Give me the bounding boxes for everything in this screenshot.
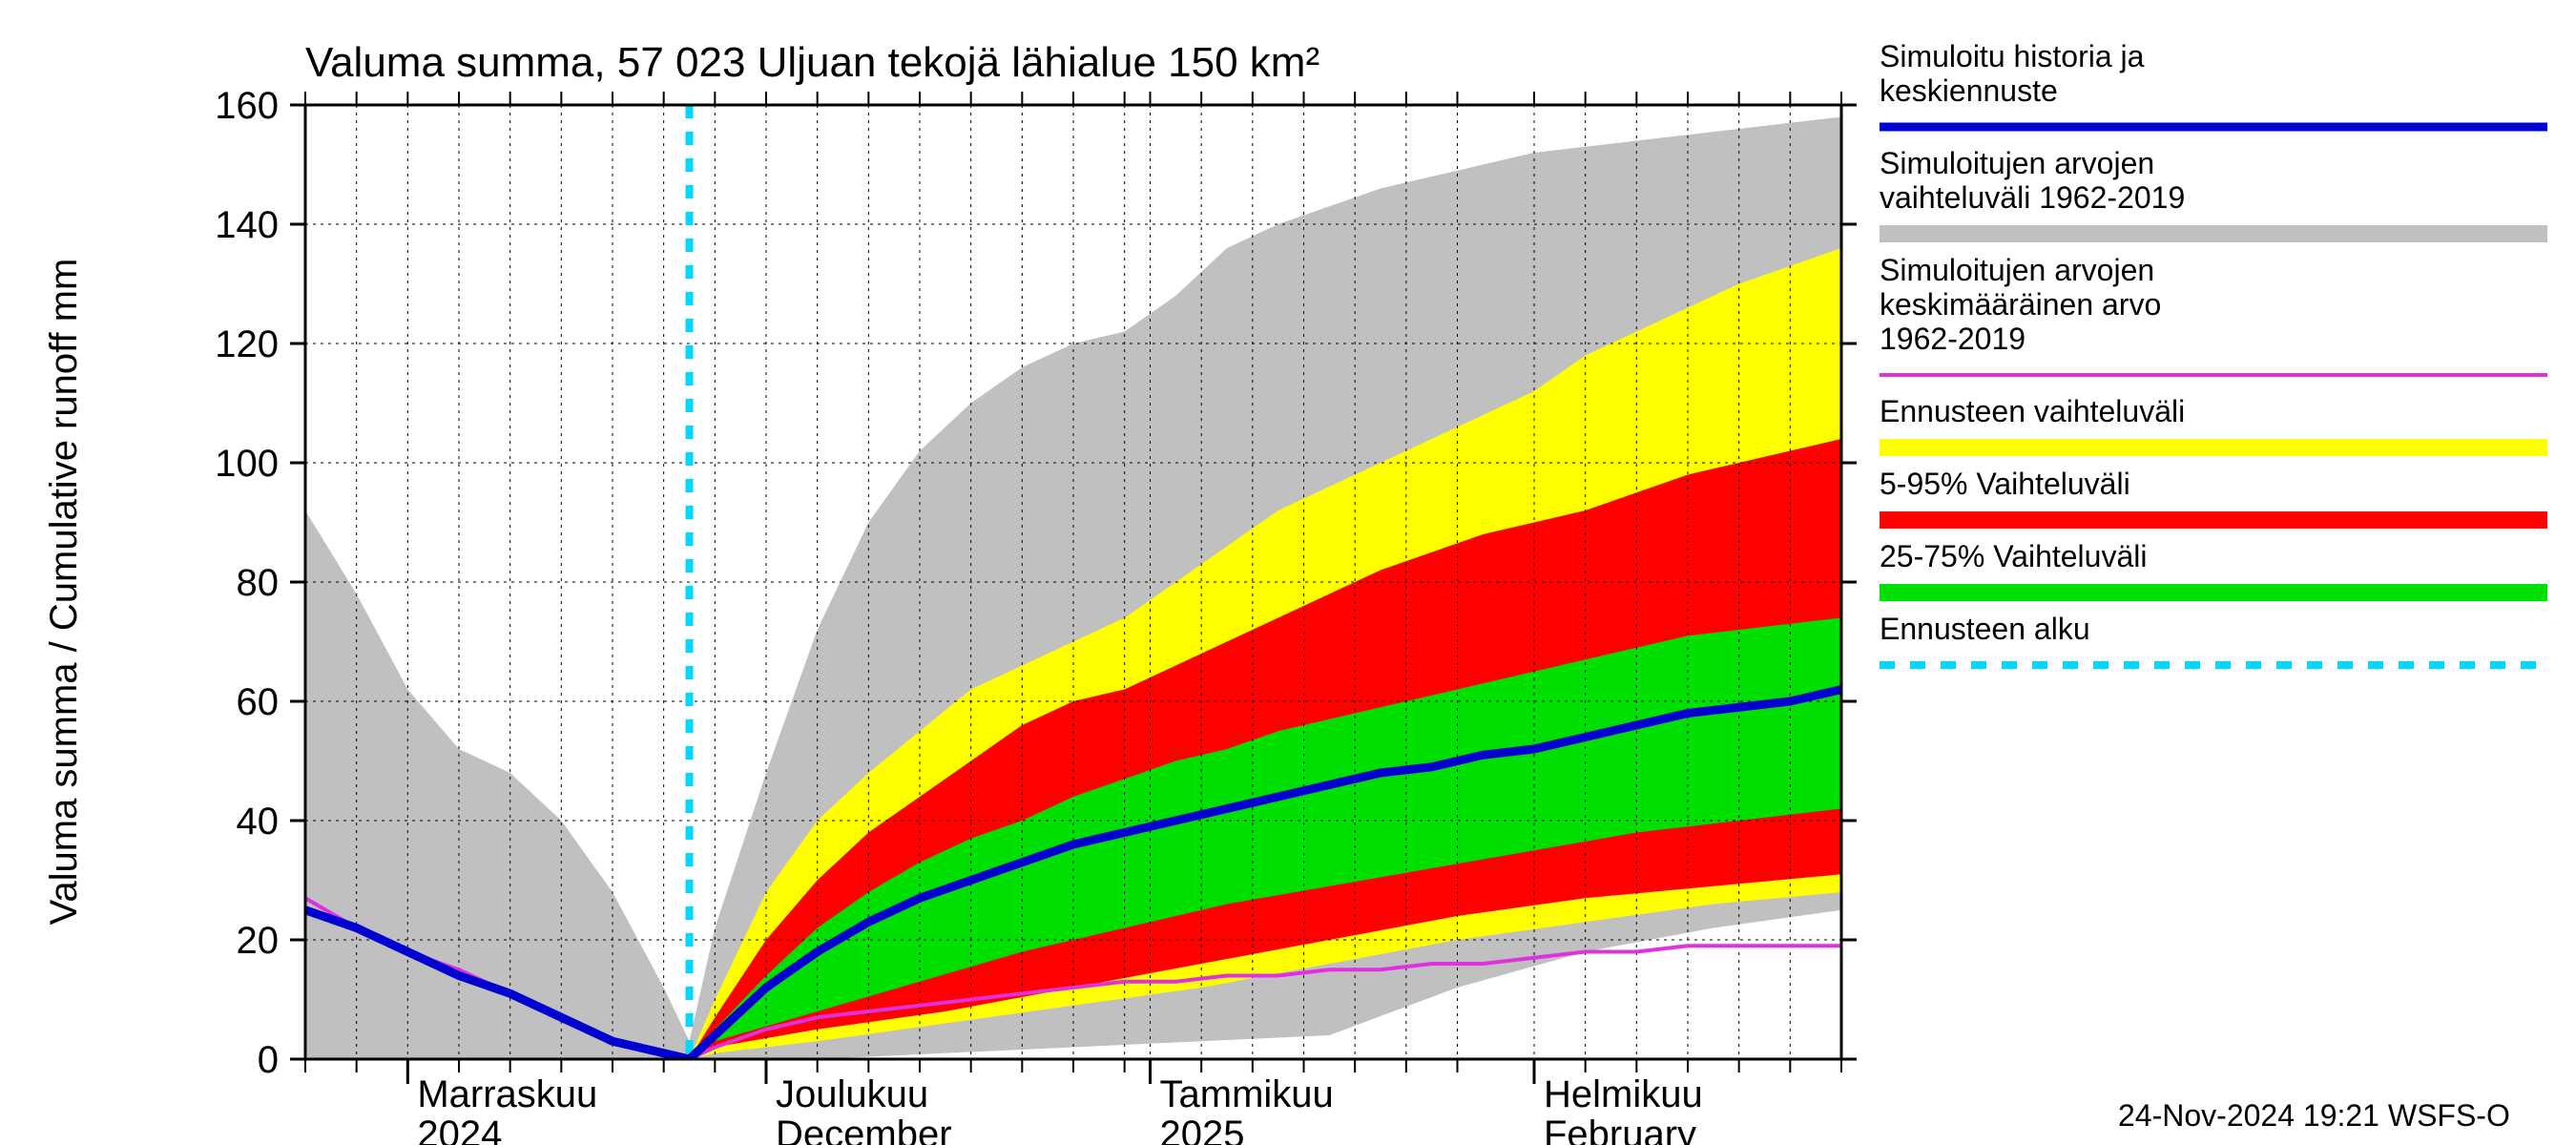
y-tick-label: 20 bbox=[237, 920, 280, 962]
y-tick-label: 80 bbox=[237, 562, 280, 604]
legend-label: keskimääräinen arvo bbox=[1880, 287, 2161, 322]
y-axis-label: Valuma summa / Cumulative runoff mm bbox=[43, 259, 85, 926]
x-month-label: Marraskuu bbox=[417, 1073, 597, 1115]
y-tick-label: 160 bbox=[215, 85, 279, 127]
legend-label: Simuloitu historia ja bbox=[1880, 39, 2145, 73]
legend-label: Ennusteen vaihteluväli bbox=[1880, 394, 2185, 428]
legend-label: keskiennuste bbox=[1880, 73, 2058, 108]
y-tick-label: 100 bbox=[215, 443, 279, 485]
legend-swatch bbox=[1880, 511, 2547, 529]
y-tick-label: 140 bbox=[215, 204, 279, 246]
legend-label: 1962-2019 bbox=[1880, 322, 2025, 356]
legend-swatch bbox=[1880, 439, 2547, 456]
x-month-label: Tammikuu bbox=[1160, 1073, 1334, 1115]
legend-label: Simuloitujen arvojen bbox=[1880, 146, 2154, 180]
y-tick-label: 0 bbox=[258, 1039, 279, 1081]
legend: Simuloitu historia jakeskiennuste Simuloi… bbox=[1880, 39, 2547, 665]
chart-title: Valuma summa, 57 023 Uljuan tekojä lähia… bbox=[305, 39, 1319, 86]
x-month-sublabel: February bbox=[1544, 1114, 1696, 1145]
y-tick-label: 60 bbox=[237, 681, 280, 723]
x-month-sublabel: December bbox=[776, 1114, 952, 1145]
x-month-sublabel: 2024 bbox=[417, 1114, 502, 1145]
y-tick-label: 40 bbox=[237, 801, 280, 843]
x-month-label: Joulukuu bbox=[776, 1073, 928, 1115]
x-month-label: Helmikuu bbox=[1544, 1073, 1703, 1115]
legend-label: vaihteluväli 1962-2019 bbox=[1880, 180, 2185, 215]
y-tick-label: 120 bbox=[215, 323, 279, 365]
legend-label: Simuloitujen arvojen bbox=[1880, 253, 2154, 287]
x-month-sublabel: 2025 bbox=[1160, 1114, 1245, 1145]
footer-timestamp: 24-Nov-2024 19:21 WSFS-O bbox=[2118, 1098, 2510, 1133]
legend-label: 25-75% Vaihteluväli bbox=[1880, 539, 2147, 573]
legend-swatch bbox=[1880, 584, 2547, 601]
legend-swatch bbox=[1880, 225, 2547, 242]
legend-label: 5-95% Vaihteluväli bbox=[1880, 467, 2130, 501]
plot-area: 0 20 40 60 80 100 120 140 160 Marraskuu2024 Jouluk… bbox=[215, 85, 1857, 1145]
legend-label: Ennusteen alku bbox=[1880, 612, 2090, 646]
